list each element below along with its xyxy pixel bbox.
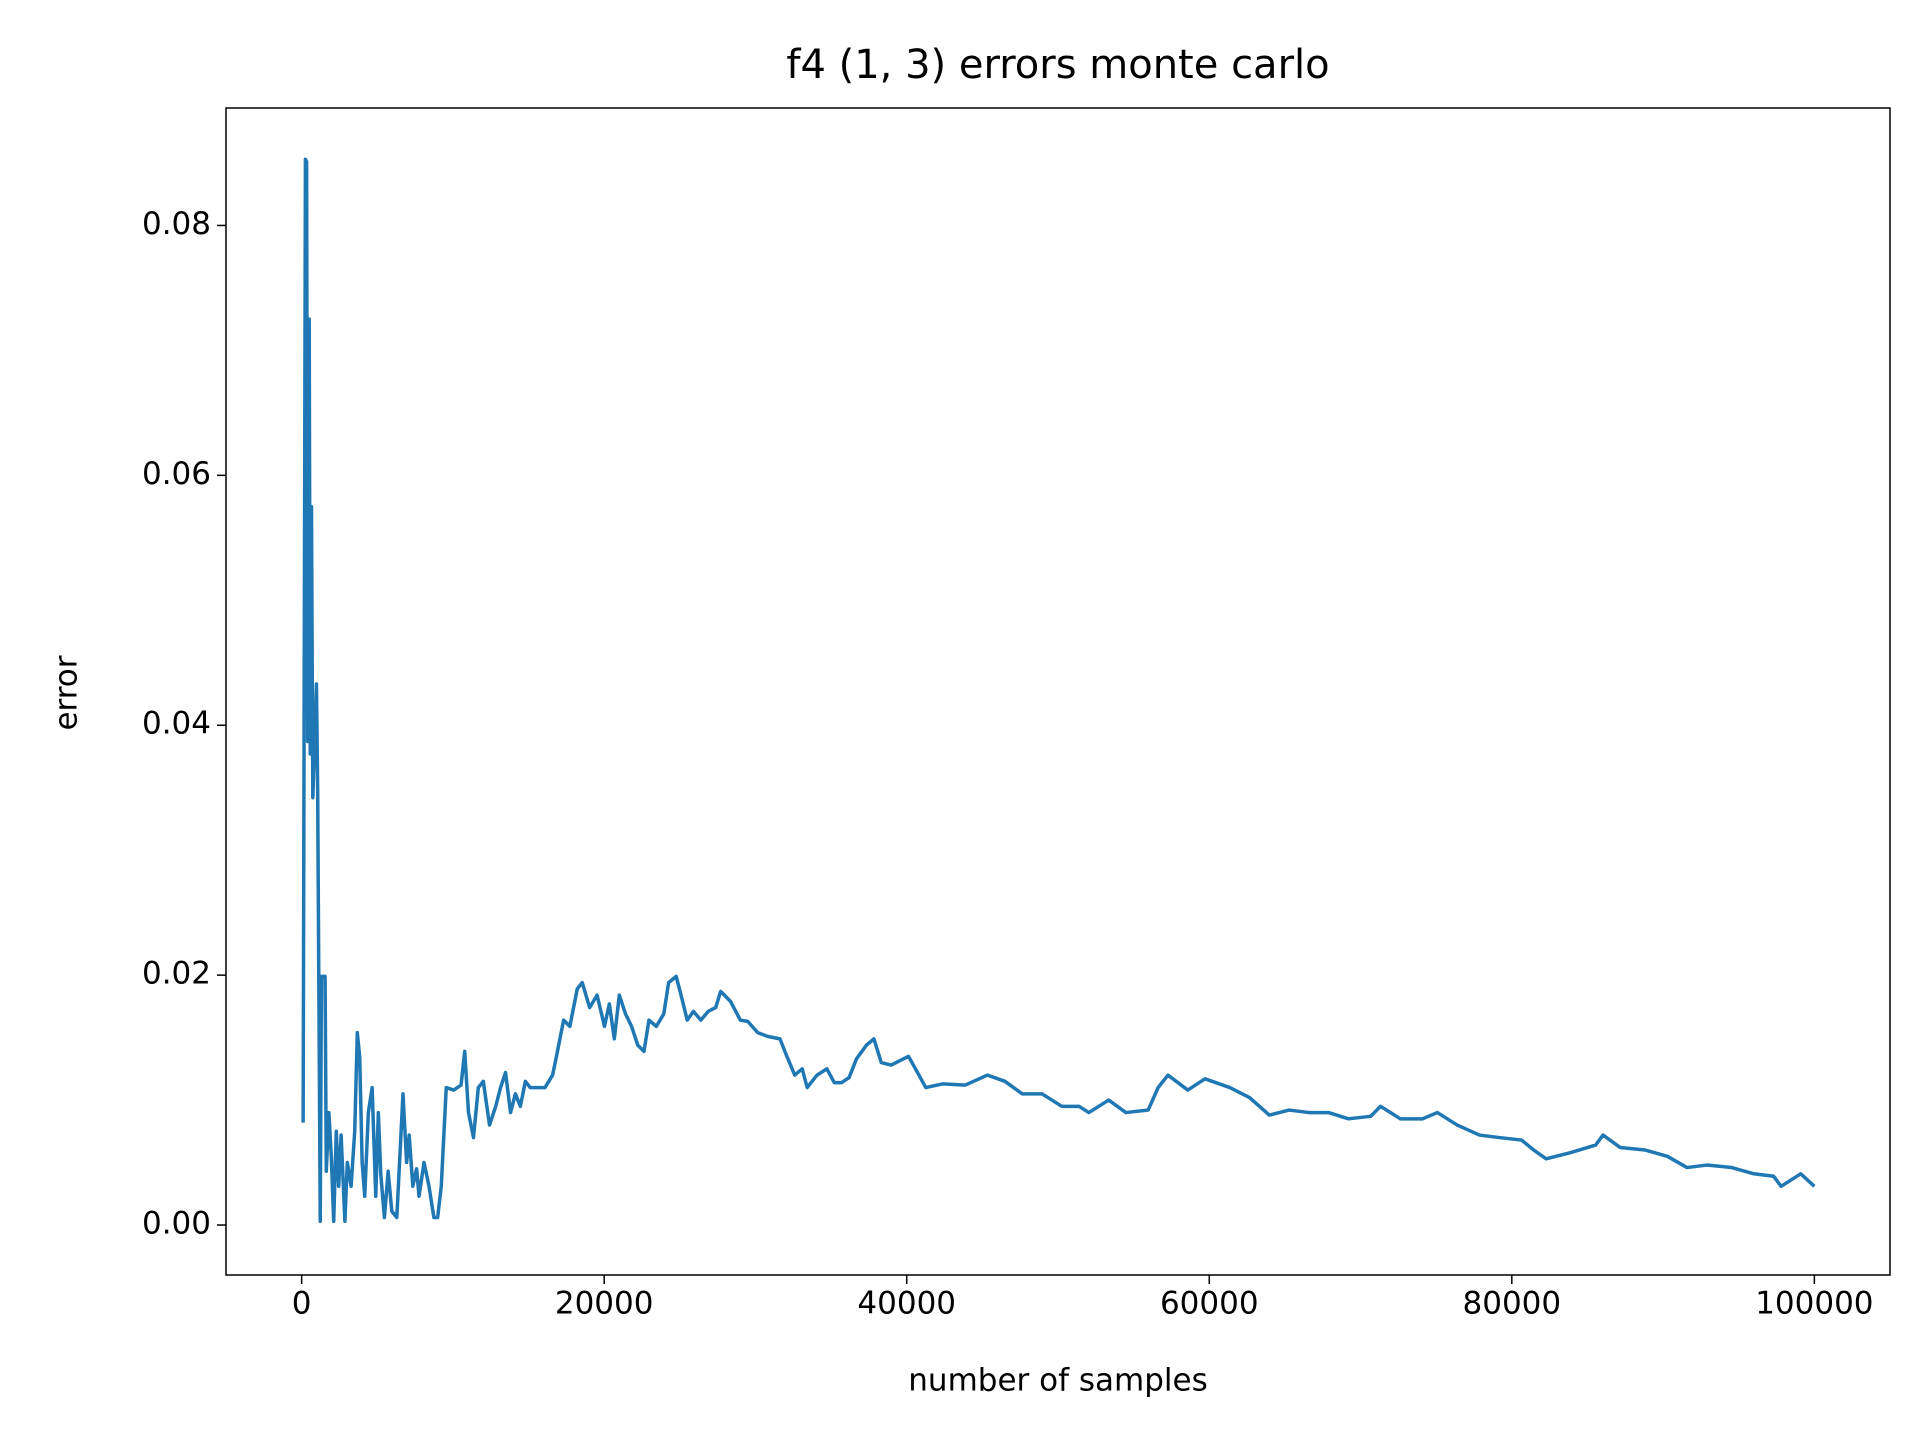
x-tick-label: 20000 <box>555 1286 654 1322</box>
y-tick-label: 0.02 <box>142 956 211 992</box>
x-tick-label: 40000 <box>857 1286 956 1322</box>
x-axis-label: number of samples <box>908 1363 1207 1399</box>
y-tick-label: 0.00 <box>142 1206 211 1242</box>
x-tick-label: 0 <box>292 1286 312 1322</box>
y-axis-label: error <box>49 655 85 730</box>
x-tick-label: 100000 <box>1755 1286 1873 1322</box>
line <box>301 157 1816 1224</box>
y-tick-label: 0.04 <box>142 706 211 742</box>
x-tick-label: 80000 <box>1463 1286 1562 1322</box>
plot-frame <box>225 107 1891 1276</box>
x-tick-label: 60000 <box>1160 1286 1259 1322</box>
y-tick-label: 0.08 <box>142 206 211 242</box>
chart-title: f4 (1, 3) errors monte carlo <box>786 42 1329 88</box>
y-tick-label: 0.06 <box>142 456 211 492</box>
